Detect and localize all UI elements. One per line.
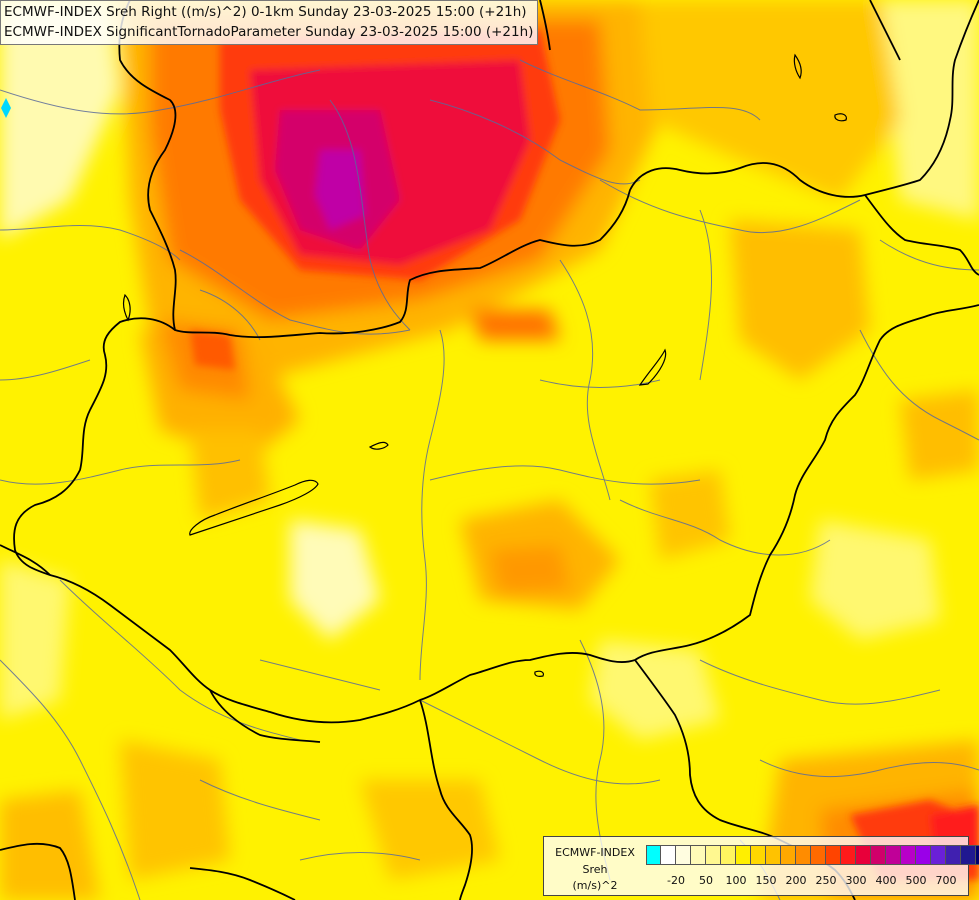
legend-tick-label: 300 <box>845 874 867 887</box>
map-title-line1: ECMWF-INDEX Sreh Right ((m/s)^2) 0-1km S… <box>4 4 527 20</box>
legend-swatch <box>781 845 796 865</box>
legend-ticks: -20 50 100 150 200 250 300 400 500 700 <box>646 874 966 890</box>
legend-swatch <box>901 845 916 865</box>
legend-tick-label: 250 <box>815 874 837 887</box>
sreh-core <box>190 30 979 880</box>
legend-tick-label: 50 <box>699 874 713 887</box>
legend-unit: (m/s)^2 <box>572 879 618 892</box>
legend-tick-label: 500 <box>905 874 927 887</box>
legend-swatch <box>646 845 661 865</box>
legend-product: ECMWF-INDEX <box>555 846 635 859</box>
legend-swatch <box>856 845 871 865</box>
legend-tick-label: 100 <box>725 874 747 887</box>
legend-swatch <box>661 845 676 865</box>
regional-boundaries <box>0 59 979 900</box>
legend-swatch <box>961 845 976 865</box>
legend-swatch <box>841 845 856 865</box>
legend-swatch <box>706 845 721 865</box>
legend-tick-label: 150 <box>755 874 777 887</box>
legend-tick-label: 200 <box>785 874 807 887</box>
color-legend: ECMWF-INDEX Sreh (m/s)^2 -20 50 100 150 200 2… <box>543 836 979 896</box>
legend-swatch <box>811 845 826 865</box>
legend-swatch <box>871 845 886 865</box>
legend-swatch <box>946 845 961 865</box>
legend-tick-label: 400 <box>875 874 897 887</box>
legend-color-bar <box>646 845 979 865</box>
legend-swatch <box>796 845 811 865</box>
legend-swatch <box>916 845 931 865</box>
legend-swatch <box>766 845 781 865</box>
legend-swatch <box>736 845 751 865</box>
legend-swatch <box>826 845 841 865</box>
legend-swatch <box>976 845 979 865</box>
map-title-line2: ECMWF-INDEX SignificantTornadoParameter … <box>4 24 534 40</box>
legend-variable: Sreh <box>582 863 608 876</box>
map-title-box: ECMWF-INDEX Sreh Right ((m/s)^2) 0-1km S… <box>0 0 539 45</box>
legend-swatch <box>886 845 901 865</box>
legend-swatch <box>721 845 736 865</box>
water-marker-icon <box>1 98 11 118</box>
lakes <box>122 53 847 677</box>
legend-swatch <box>691 845 706 865</box>
legend-tick-label: -20 <box>667 874 685 887</box>
legend-swatch <box>931 845 946 865</box>
legend-swatch <box>751 845 766 865</box>
legend-tick-label: 700 <box>935 874 957 887</box>
legend-swatch <box>676 845 691 865</box>
